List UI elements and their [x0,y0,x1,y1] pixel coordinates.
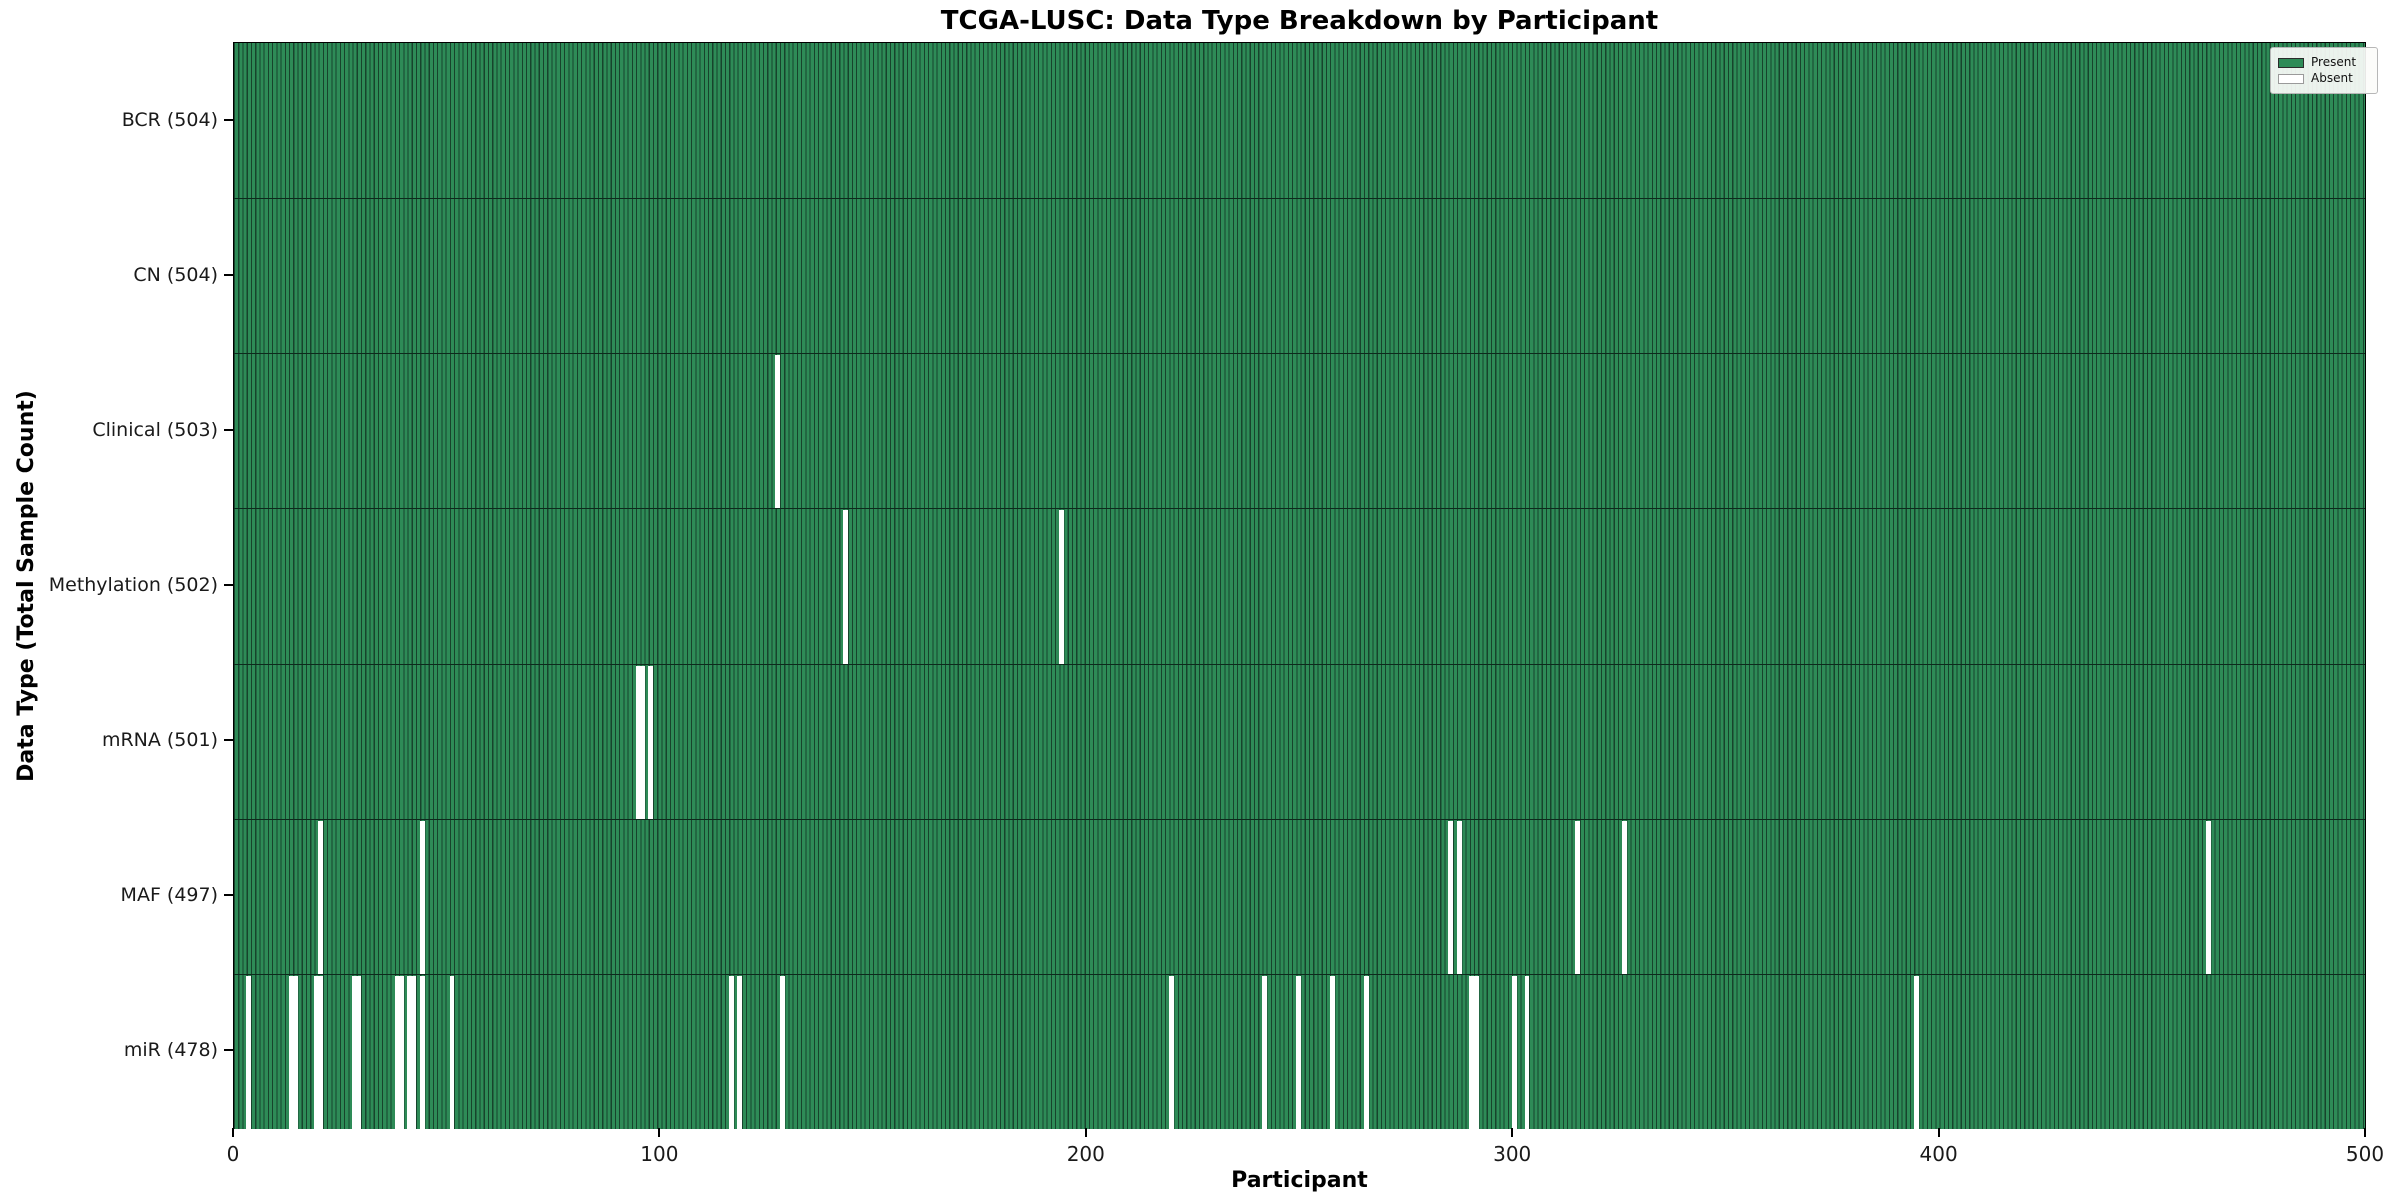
absent-marker [318,820,324,974]
y-tick-mark [224,584,233,586]
absent-marker [648,665,654,819]
y-tick-label-Methylation: Methylation (502) [48,574,218,596]
x-tick-label: 100 [640,1142,679,1166]
absent-marker [292,975,298,1129]
y-tick-mark [224,1049,233,1052]
absent-marker [728,975,734,1129]
x-tick-mark [658,1128,661,1137]
absent-marker [1621,820,1627,974]
y-tick-label-BCR: BCR (504) [121,108,218,131]
absent-marker [639,665,645,819]
legend-label: Absent [2311,71,2353,85]
y-tick-mark [224,894,233,897]
absent-marker [1913,975,1919,1129]
absent-marker [1456,820,1462,974]
legend-entry-absent: Absent [2278,72,2370,85]
x-tick-mark [232,1128,234,1137]
heatmap-row-Methylation [234,508,2365,664]
absent-marker [1448,820,1454,974]
absent-marker [1262,975,1268,1129]
chart-title: TCGA-LUSC: Data Type Breakdown by Partic… [940,6,1659,36]
absent-marker [1469,975,1475,1129]
x-axis-label: Participant [1231,1168,1368,1193]
absent-marker [411,975,417,1129]
y-tick-label-CN: CN (504) [133,263,218,286]
legend-entry-present: Present [2278,56,2370,69]
heatmap-row-BCR [234,43,2365,199]
absent-marker [407,975,413,1129]
y-tick-mark [224,739,233,742]
absent-marker [737,975,743,1129]
legend-swatch-icon [2278,73,2304,84]
absent-marker [419,820,425,974]
heatmap-row-Clinical [234,353,2365,509]
absent-marker [1329,975,1335,1129]
absent-marker [1363,975,1369,1129]
absent-marker [1524,975,1530,1129]
plot-area [233,42,2366,1129]
absent-marker [635,665,641,819]
absent-marker [1511,975,1517,1129]
absent-marker [775,355,781,509]
x-tick-mark [1511,1128,1514,1137]
absent-marker [318,975,324,1129]
absent-marker [288,975,294,1129]
y-tick-label-miR: miR (478) [123,1039,218,1062]
y-tick-label-MAF: MAF (497) [120,884,218,907]
x-tick-mark [1084,1128,1087,1137]
x-tick-label: 400 [1919,1142,1958,1166]
y-tick-mark [224,273,233,276]
heatmap-row-miR [234,973,2365,1129]
absent-marker [1295,975,1301,1129]
x-tick-label: 200 [1066,1142,1105,1166]
absent-marker [314,975,320,1129]
absent-marker [246,975,252,1129]
x-tick-mark [2364,1128,2366,1137]
absent-marker [1575,820,1581,974]
absent-marker [449,975,455,1129]
absent-marker [843,510,849,664]
y-tick-label-Clinical: Clinical (503) [92,418,218,441]
absent-marker [419,975,425,1129]
x-tick-label: 300 [1493,1142,1532,1166]
absent-marker [2205,820,2211,974]
absent-marker [352,975,358,1129]
y-tick-mark [224,118,233,121]
heatmap-row-CN [234,198,2365,354]
heatmap-row-MAF [234,818,2365,974]
x-tick-label: 500 [2345,1142,2385,1166]
x-tick-mark [1937,1128,1940,1137]
absent-marker [394,975,400,1129]
absent-marker [356,975,362,1129]
x-tick-label: 0 [226,1142,240,1166]
absent-marker [779,975,785,1129]
y-tick-mark [224,428,233,431]
legend: Present Absent [2270,47,2378,94]
heatmap-row-mRNA [234,663,2365,819]
legend-swatch-icon [2278,57,2304,68]
legend-label: Present [2311,55,2357,69]
absent-marker [398,975,404,1129]
y-tick-label-mRNA: mRNA (501) [101,729,218,752]
absent-marker [1169,975,1174,1129]
absent-marker [1058,510,1064,664]
absent-marker [1473,975,1479,1129]
